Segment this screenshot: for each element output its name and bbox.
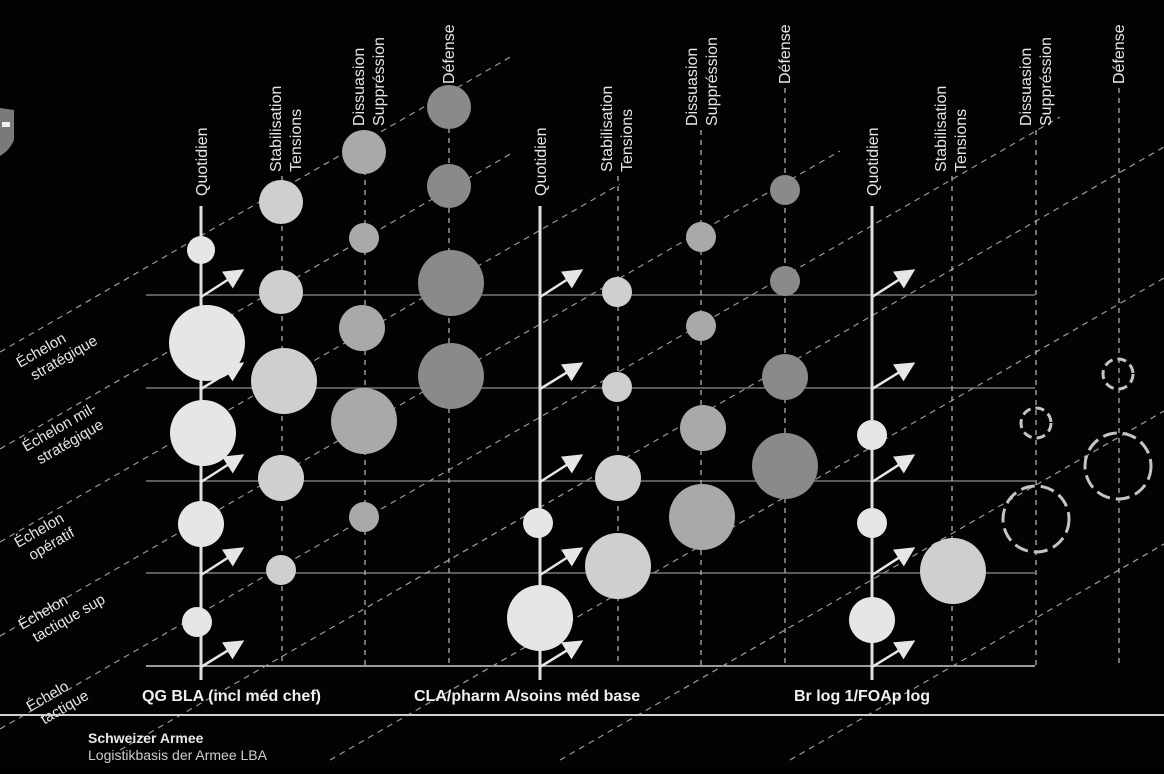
dashed-circle: [1001, 484, 1071, 554]
circles-column-1: [169, 85, 484, 637]
dashed-circle: [1101, 357, 1135, 391]
circle: [182, 607, 212, 637]
circle: [418, 250, 484, 316]
shield-icon: [0, 108, 14, 156]
circle: [349, 223, 379, 253]
label-quotidien: Quotidien: [865, 128, 882, 197]
footer-divider: [0, 714, 1164, 716]
diagonal-dashed-lines: [0, 55, 1164, 761]
circle: [595, 455, 641, 501]
circle: [169, 305, 245, 381]
circle: [602, 277, 632, 307]
footer-organization: Schweizer Armee: [88, 730, 204, 746]
circle: [342, 130, 386, 174]
label-quotidien: Quotidien: [194, 128, 211, 197]
label-dissuasion: Dissuasion: [1018, 48, 1035, 126]
circle: [178, 501, 224, 547]
phase-labels: Quotidien Stabilisation Tensions Dissuas…: [194, 24, 1128, 196]
circle: [686, 222, 716, 252]
echelon-labels: Échelon stratégique Échelon mil- stratég…: [12, 330, 109, 728]
circle: [507, 585, 573, 651]
label-defense: Défense: [1111, 24, 1128, 84]
circle: [258, 455, 304, 501]
dashed-circle: [1019, 406, 1053, 440]
column-title-3: Br log 1/FOAp log: [794, 688, 930, 705]
circle: [259, 270, 303, 314]
phase-axes: [281, 88, 1120, 666]
label-tensions: Tensions: [619, 109, 636, 172]
circle: [770, 175, 800, 205]
label-suppression: Suppréssion: [704, 37, 721, 126]
column-title-1: QG BLA (incl méd chef): [142, 688, 321, 705]
circle: [418, 343, 484, 409]
circles-column-2: [507, 175, 818, 651]
label-defense: Défense: [777, 24, 794, 84]
dashed-circle: [1083, 431, 1153, 501]
column-title-2: CLA/pharm A/soins méd base: [414, 688, 641, 705]
circle: [427, 164, 471, 208]
label-tensions: Tensions: [288, 109, 305, 172]
label-tensions: Tensions: [953, 109, 970, 172]
circles-column-3: [849, 357, 1153, 643]
circle: [752, 433, 818, 499]
circle: [331, 388, 397, 454]
label-defense: Défense: [441, 24, 458, 84]
circle: [680, 405, 726, 451]
label-stabilisation: Stabilisation: [268, 86, 285, 172]
circle: [602, 372, 632, 402]
label-dissuasion: Dissuasion: [684, 48, 701, 126]
circle: [686, 311, 716, 341]
label-quotidien: Quotidien: [533, 128, 550, 197]
circle: [585, 533, 651, 599]
circle: [762, 354, 808, 400]
circle: [669, 484, 735, 550]
footer-unit: Logistikbasis der Armee LBA: [88, 747, 267, 763]
circle: [857, 420, 887, 450]
circle: [251, 348, 317, 414]
circle: [187, 236, 215, 264]
circle: [920, 538, 986, 604]
circle: [523, 508, 553, 538]
label-suppression: Suppréssion: [371, 37, 388, 126]
label-suppression: Suppréssion: [1038, 37, 1055, 126]
label-dissuasion: Dissuasion: [351, 48, 368, 126]
circle: [427, 85, 471, 129]
circle: [339, 305, 385, 351]
circle: [266, 555, 296, 585]
circle: [857, 508, 887, 538]
circle: [170, 400, 236, 466]
label-stabilisation: Stabilisation: [599, 86, 616, 172]
circle: [259, 180, 303, 224]
circle: [770, 266, 800, 296]
label-stabilisation: Stabilisation: [933, 86, 950, 172]
circle: [349, 502, 379, 532]
circle: [849, 597, 895, 643]
